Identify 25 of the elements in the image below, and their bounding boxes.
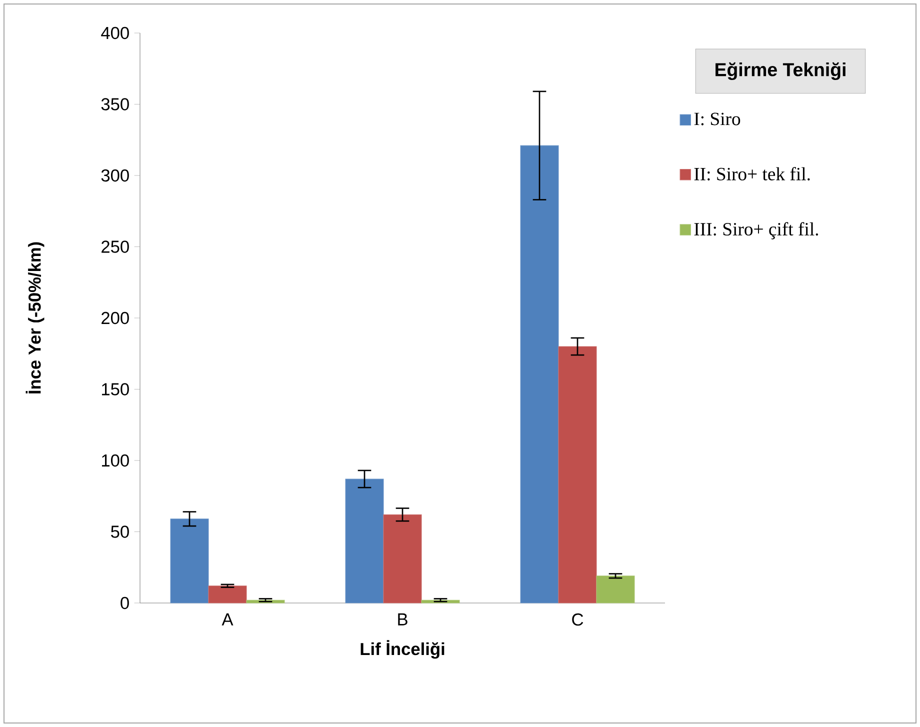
bar — [558, 346, 597, 604]
y-axis-title: İnce Yer (-50%/km) — [26, 242, 44, 394]
y-tick-label: 150 — [102, 383, 129, 396]
y-tick-label: 100 — [102, 454, 129, 467]
legend-label: II: Siro+ tek fil. — [694, 167, 810, 180]
y-tick-label: 300 — [101, 169, 129, 182]
x-axis-title: Lif İnceliği — [360, 640, 444, 659]
legend-label: I: Siro — [694, 112, 740, 126]
y-tick-label: 350 — [101, 98, 129, 110]
y-tick-label: 250 — [102, 240, 129, 253]
y-tick-label: 0 — [120, 596, 129, 610]
legend-label: III: Siro+ çift fil. — [694, 222, 818, 240]
x-tick-label: A — [222, 613, 234, 626]
y-tick-label: 50 — [111, 526, 129, 538]
bar — [170, 518, 209, 604]
bar — [596, 576, 635, 604]
legend-title: Eğirme Tekniği — [716, 62, 846, 80]
bar — [208, 586, 247, 604]
bar — [520, 145, 559, 604]
y-tick-label: 400 — [101, 26, 129, 40]
x-tick-label: C — [572, 613, 584, 626]
bar — [345, 478, 384, 604]
x-tick-label: B — [398, 613, 408, 626]
y-tick-label: 200 — [102, 312, 129, 324]
bar — [383, 514, 422, 604]
